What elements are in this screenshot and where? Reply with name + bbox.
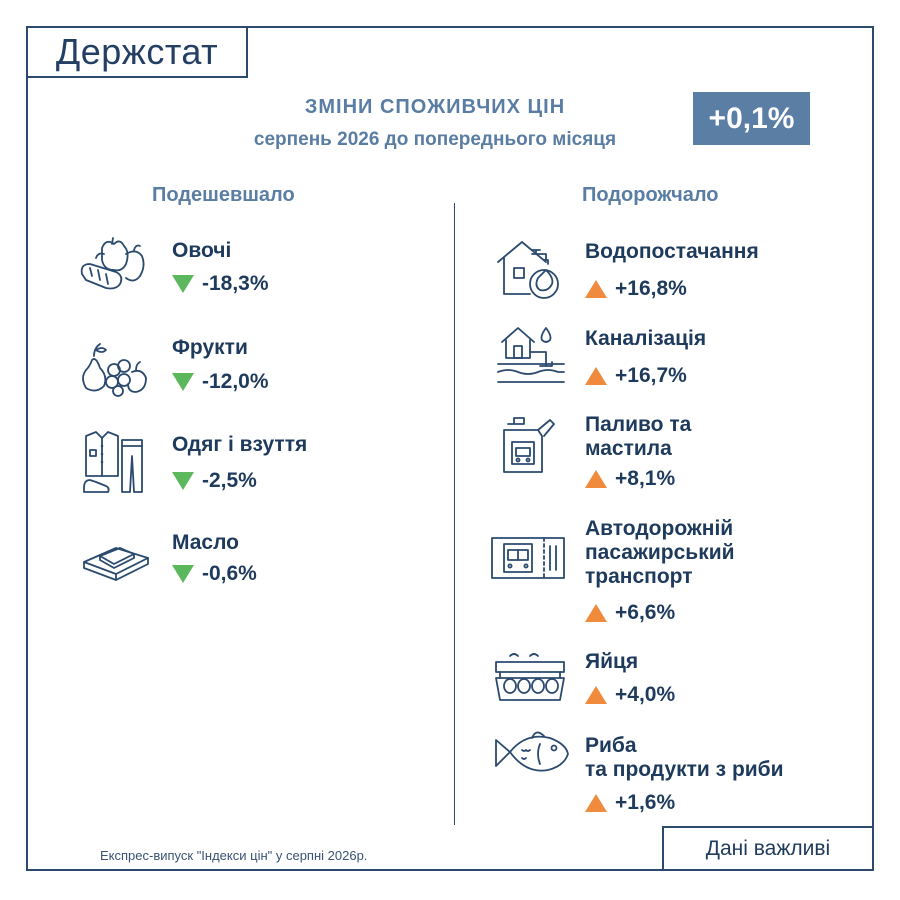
up-arrow-icon (585, 280, 607, 298)
increased-heading: Подорожчало (582, 184, 719, 206)
down-arrow-icon (172, 565, 194, 583)
water-supply-icon (494, 236, 568, 300)
value-text: +4,0% (615, 683, 676, 706)
item-value-bus-transport: +6,6% (585, 601, 675, 625)
logo: Держстат (26, 26, 248, 78)
logo-text: Держстат (55, 31, 219, 72)
item-value-clothing: -2,5% (172, 469, 257, 493)
up-arrow-icon (585, 686, 607, 704)
footer-note: Експрес-випуск "Індекси цін" у серпні 20… (100, 848, 368, 863)
page-title: ЗМІНИ СПОЖИВЧИХ ЦІН (304, 96, 566, 118)
eggs-icon (490, 648, 570, 712)
item-value-butter: -0,6% (172, 562, 257, 586)
name-line: та продукти з риби (585, 758, 784, 781)
value-text: +16,7% (615, 364, 687, 387)
important-data-badge: Дані важливі (662, 826, 874, 871)
item-name-butter: Масло (172, 531, 239, 554)
item-value-water-supply: +16,8% (585, 277, 687, 301)
page-subtitle: серпень 2026 до попереднього місяця (253, 129, 617, 150)
name-line: Автодорожній (585, 517, 734, 540)
value-text: -0,6% (202, 562, 257, 585)
item-name-sewerage: Каналізація (585, 327, 707, 350)
item-name-fuel: Паливо та мастила (585, 413, 691, 461)
down-arrow-icon (172, 472, 194, 490)
name-line: мастила (585, 437, 672, 460)
vegetables-icon (76, 234, 150, 298)
total-change-badge: +0,1% (693, 92, 810, 145)
value-text: -18,3% (202, 272, 269, 295)
item-value-fuel: +8,1% (585, 467, 675, 491)
value-text: +1,6% (615, 791, 676, 814)
item-name-bus-transport: Автодорожній пасажирський транспорт (585, 517, 735, 589)
up-arrow-icon (585, 470, 607, 488)
up-arrow-icon (585, 367, 607, 385)
item-value-sewerage: +16,7% (585, 364, 687, 388)
butter-icon (80, 528, 154, 592)
value-text: -2,5% (202, 469, 257, 492)
up-arrow-icon (585, 794, 607, 812)
fuel-icon (494, 412, 568, 476)
item-value-fruits: -12,0% (172, 370, 269, 394)
column-divider (454, 203, 455, 825)
value-text: -12,0% (202, 370, 269, 393)
item-name-vegetables: Овочі (172, 239, 232, 262)
name-line: транспорт (585, 565, 693, 588)
item-value-eggs: +4,0% (585, 683, 675, 707)
bus-ticket-icon (488, 528, 568, 592)
name-line: Риба (585, 734, 637, 757)
up-arrow-icon (585, 604, 607, 622)
fish-icon (492, 722, 572, 786)
name-line: пасажирський (585, 541, 735, 564)
item-name-water-supply: Водопостачання (585, 240, 759, 263)
item-name-fruits: Фрукти (172, 336, 248, 359)
sewerage-icon (494, 322, 568, 386)
item-name-eggs: Яйця (585, 650, 639, 673)
name-line: Паливо та (585, 413, 692, 436)
item-value-fish: +1,6% (585, 791, 675, 815)
fruits-icon (76, 334, 150, 398)
down-arrow-icon (172, 275, 194, 293)
header: ЗМІНИ СПОЖИВЧИХ ЦІН серпень 2026 до попе… (180, 96, 690, 151)
value-text: +16,8% (615, 277, 687, 300)
decreased-heading: Подешевшало (152, 184, 295, 206)
value-text: +6,6% (615, 601, 676, 624)
item-name-clothing: Одяг і взуття (172, 433, 308, 456)
item-name-fish: Риба та продукти з риби (585, 734, 784, 782)
value-text: +8,1% (615, 467, 676, 490)
page-frame (26, 26, 874, 871)
item-value-vegetables: -18,3% (172, 272, 269, 296)
down-arrow-icon (172, 373, 194, 391)
clothing-icon (76, 430, 150, 494)
